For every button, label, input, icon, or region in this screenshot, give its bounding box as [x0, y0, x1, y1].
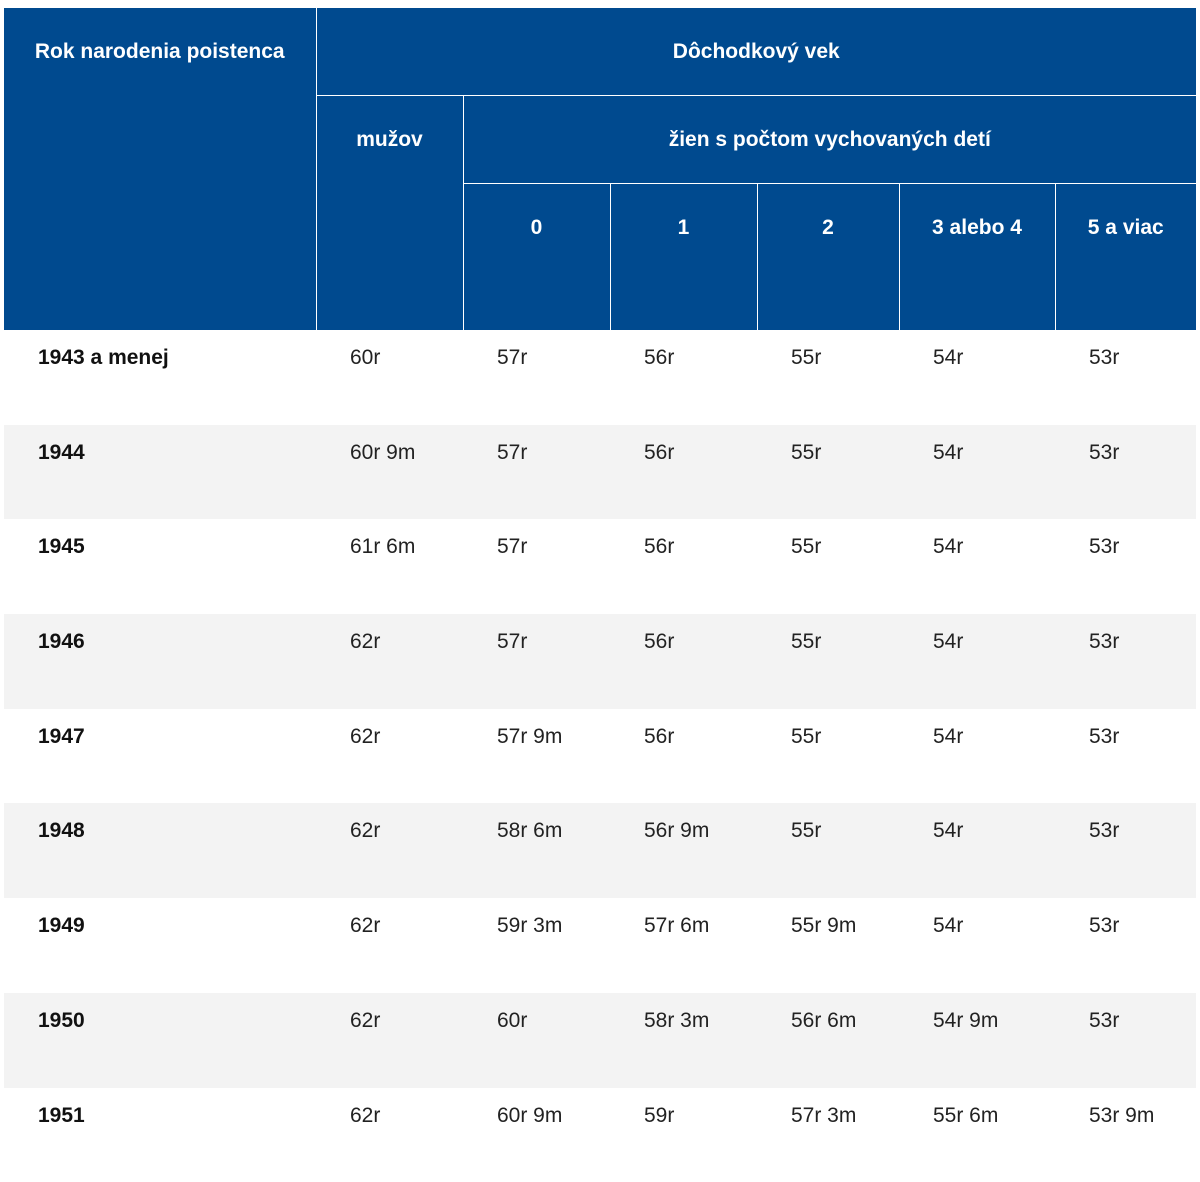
header-children-1: 1	[610, 184, 757, 331]
cell-women-5-plus: 53r	[1055, 330, 1196, 425]
cell-women-1: 56r	[610, 614, 757, 709]
cell-men: 60r 9m	[316, 425, 463, 520]
header-retirement-age: Dôchodkový vek	[316, 8, 1196, 96]
cell-women-2: 55r	[757, 803, 899, 898]
cell-women-0: 60r 9m	[463, 1088, 610, 1182]
header-children-2: 2	[757, 184, 899, 331]
cell-women-1: 56r	[610, 519, 757, 614]
cell-women-5-plus: 53r	[1055, 803, 1196, 898]
cell-birth-year: 1950	[4, 993, 316, 1088]
cell-women-0: 57r	[463, 519, 610, 614]
cell-women-3-4: 54r	[899, 330, 1055, 425]
cell-women-0: 60r	[463, 993, 610, 1088]
cell-women-2: 55r	[757, 330, 899, 425]
cell-women-5-plus: 53r	[1055, 425, 1196, 520]
cell-women-5-plus: 53r	[1055, 614, 1196, 709]
cell-women-1: 56r 9m	[610, 803, 757, 898]
cell-women-5-plus: 53r	[1055, 993, 1196, 1088]
cell-birth-year: 1946	[4, 614, 316, 709]
cell-women-0: 57r	[463, 330, 610, 425]
cell-women-1: 59r	[610, 1088, 757, 1182]
cell-women-1: 56r	[610, 709, 757, 804]
cell-men: 62r	[316, 1088, 463, 1182]
cell-women-1: 56r	[610, 425, 757, 520]
cell-women-1: 58r 3m	[610, 993, 757, 1088]
cell-women-3-4: 54r	[899, 425, 1055, 520]
cell-women-0: 58r 6m	[463, 803, 610, 898]
cell-birth-year: 1943 a menej	[4, 330, 316, 425]
cell-men: 62r	[316, 898, 463, 993]
cell-women-2: 55r	[757, 425, 899, 520]
cell-women-2: 55r	[757, 709, 899, 804]
header-children-3-4: 3 alebo 4	[899, 184, 1055, 331]
header-children-5-plus: 5 a viac	[1055, 184, 1196, 331]
cell-birth-year: 1948	[4, 803, 316, 898]
cell-women-2: 55r 9m	[757, 898, 899, 993]
cell-women-0: 57r	[463, 614, 610, 709]
cell-birth-year: 1951	[4, 1088, 316, 1182]
cell-women-5-plus: 53r 9m	[1055, 1088, 1196, 1182]
cell-men: 60r	[316, 330, 463, 425]
cell-women-2: 55r	[757, 614, 899, 709]
cell-women-3-4: 54r	[899, 519, 1055, 614]
cell-men: 61r 6m	[316, 519, 463, 614]
cell-men: 62r	[316, 993, 463, 1088]
cell-birth-year: 1947	[4, 709, 316, 804]
cell-women-1: 57r 6m	[610, 898, 757, 993]
cell-women-5-plus: 53r	[1055, 709, 1196, 804]
cell-women-1: 56r	[610, 330, 757, 425]
cell-women-3-4: 54r	[899, 898, 1055, 993]
cell-women-5-plus: 53r	[1055, 898, 1196, 993]
header-children-0: 0	[463, 184, 610, 331]
cell-women-0: 57r	[463, 425, 610, 520]
cell-men: 62r	[316, 614, 463, 709]
table-header: Rok narodenia poistenca Dôchodkový vek m…	[4, 8, 1196, 330]
header-women: žien s počtom vychovaných detí	[463, 96, 1196, 184]
cell-women-3-4: 54r	[899, 709, 1055, 804]
cell-men: 62r	[316, 709, 463, 804]
cell-women-2: 56r 6m	[757, 993, 899, 1088]
cell-birth-year: 1945	[4, 519, 316, 614]
cell-men: 62r	[316, 803, 463, 898]
cell-women-0: 59r 3m	[463, 898, 610, 993]
retirement-age-table: Rok narodenia poistenca Dôchodkový vek m…	[4, 8, 1196, 1182]
cell-women-5-plus: 53r	[1055, 519, 1196, 614]
cell-women-3-4: 55r 6m	[899, 1088, 1055, 1182]
header-birth-year: Rok narodenia poistenca	[4, 8, 316, 330]
cell-women-3-4: 54r 9m	[899, 993, 1055, 1088]
cell-women-3-4: 54r	[899, 614, 1055, 709]
cell-women-0: 57r 9m	[463, 709, 610, 804]
cell-women-2: 55r	[757, 519, 899, 614]
cell-birth-year: 1949	[4, 898, 316, 993]
cell-women-3-4: 54r	[899, 803, 1055, 898]
cell-women-2: 57r 3m	[757, 1088, 899, 1182]
cell-birth-year: 1944	[4, 425, 316, 520]
header-men: mužov	[316, 96, 463, 331]
